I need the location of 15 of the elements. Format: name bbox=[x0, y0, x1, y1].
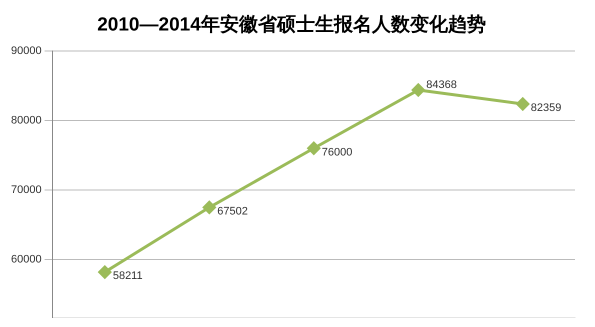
point bbox=[412, 84, 425, 97]
chart-title: 2010—2014年安徽省硕士生报名人数变化趋势 bbox=[97, 14, 486, 36]
point bbox=[98, 266, 112, 279]
data-label: 84368 bbox=[426, 79, 457, 92]
data-label: 82359 bbox=[530, 102, 562, 114]
data-label: 67502 bbox=[217, 205, 248, 218]
point bbox=[516, 97, 530, 110]
y-tick-label: 80000 bbox=[10, 114, 42, 126]
point bbox=[202, 200, 216, 214]
y-tick-label: 60000 bbox=[10, 254, 42, 266]
data-label: 58211 bbox=[112, 270, 143, 282]
point bbox=[307, 142, 320, 155]
y-tick-label: 90000 bbox=[10, 44, 42, 57]
y-tick-label: 70000 bbox=[10, 184, 42, 196]
data-label: 76000 bbox=[322, 146, 352, 158]
